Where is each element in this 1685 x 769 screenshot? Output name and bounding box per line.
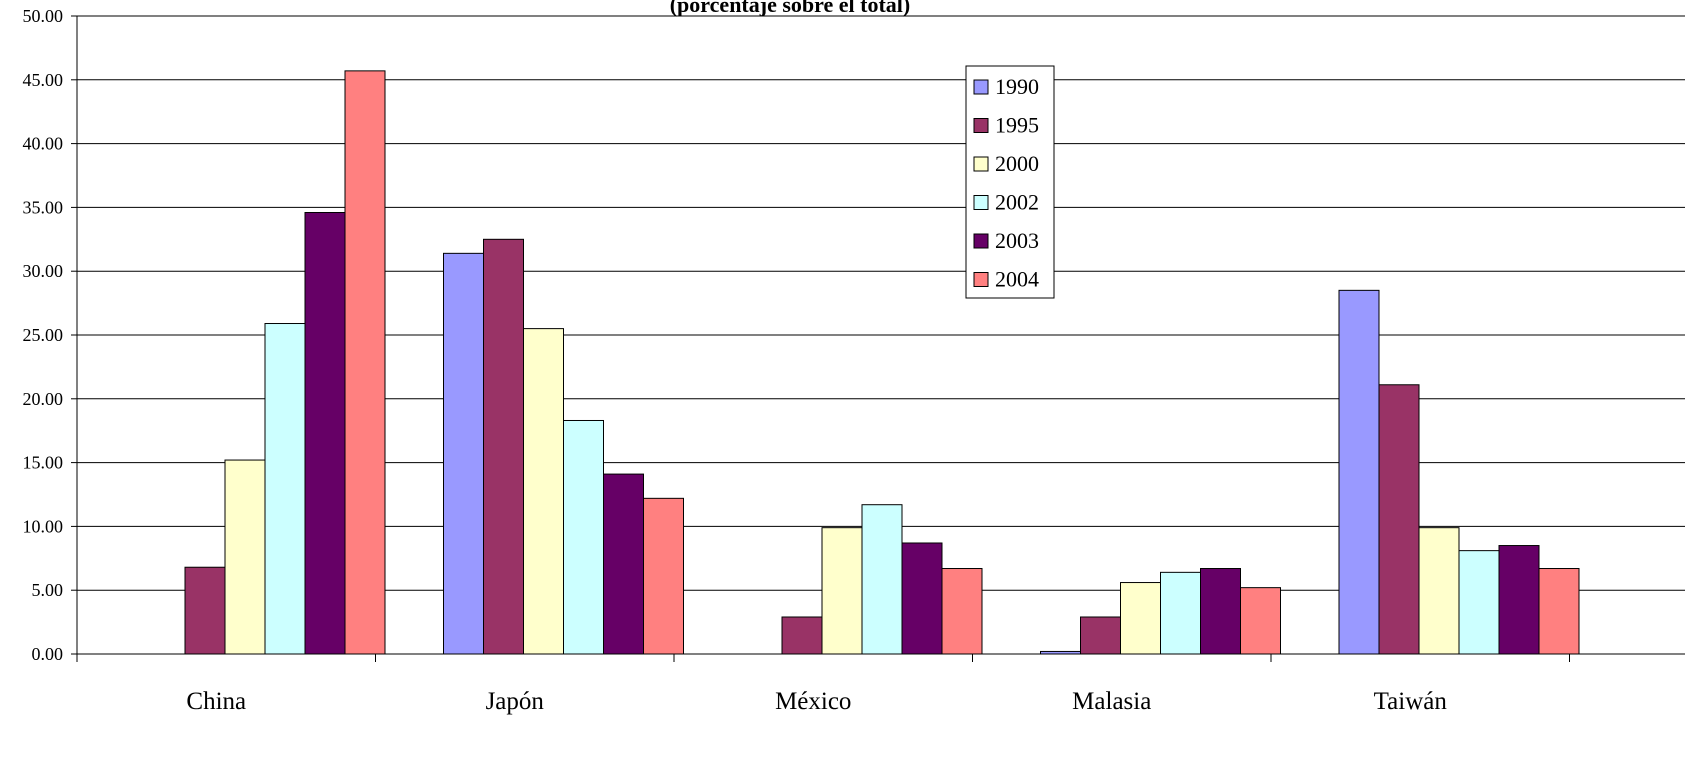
bar-2003-méxico — [901, 542, 943, 655]
y-tick-label: 25.00 — [23, 325, 64, 345]
chart-title: (porcentaje sobre el total) — [670, 0, 911, 17]
bar-2003-taiwán — [1498, 545, 1540, 655]
legend-swatch — [973, 79, 989, 95]
legend-entry: 2000 — [995, 151, 1039, 176]
bar-2000-méxico — [821, 527, 863, 655]
bar-2002-malasia — [1160, 571, 1201, 655]
legend: 1990 1995 2000 2002 2003 2004 — [965, 65, 1055, 299]
y-tick-label: 30.00 — [23, 261, 64, 281]
y-tick-label: 35.00 — [23, 197, 64, 217]
bar-1995-japón — [483, 238, 524, 655]
y-tick-label: 50.00 — [23, 6, 64, 26]
bar-2000-malasia — [1120, 582, 1161, 655]
bars — [184, 70, 1580, 655]
bar-2004-méxico — [941, 568, 983, 655]
bar-2003-malasia — [1200, 568, 1241, 655]
legend-swatch — [973, 195, 989, 210]
bar-2004-taiwán — [1538, 568, 1580, 655]
y-tick-label: 0.00 — [32, 644, 64, 664]
legend-box — [965, 65, 1055, 299]
bar-2002-china — [264, 323, 306, 655]
y-tick-label: 5.00 — [32, 580, 64, 600]
legend-swatch — [973, 156, 989, 172]
legend-swatch — [973, 272, 989, 287]
legend-entry: 2002 — [995, 190, 1039, 215]
x-category-label: México — [775, 688, 851, 715]
x-category-label: Japón — [486, 688, 545, 715]
bar-1995-malasia — [1080, 616, 1121, 655]
bar-1990-japón — [443, 252, 484, 655]
bar-2002-taiwán — [1458, 550, 1500, 655]
bar-2000-japón — [523, 328, 564, 655]
bar-2000-taiwán — [1418, 527, 1460, 655]
x-category-label: Taiwán — [1374, 688, 1448, 715]
bar-2003-china — [304, 212, 346, 655]
bar-2002-japón — [563, 419, 604, 655]
bar-2004-china — [344, 70, 386, 655]
legend-entry: 1990 — [995, 74, 1039, 99]
legend-swatch — [973, 233, 989, 249]
y-tick-label: 40.00 — [23, 134, 64, 154]
bar-2004-malasia — [1240, 587, 1281, 655]
legend-entry: 1995 — [995, 113, 1039, 138]
legend-swatch — [973, 118, 989, 133]
legend-entry: 2004 — [995, 267, 1039, 292]
bar-1990-taiwán — [1338, 289, 1380, 655]
bar-1995-taiwán — [1378, 384, 1420, 655]
x-category-label: China — [186, 688, 246, 715]
y-tick-label: 15.00 — [23, 453, 64, 473]
bar-2004-japón — [643, 497, 684, 655]
bar-1995-china — [184, 566, 226, 655]
bar-2003-japón — [603, 473, 644, 655]
x-category-label: Malasia — [1072, 688, 1151, 715]
x-axis-categories: China Japón México Malasia Taiwán — [186, 688, 1447, 715]
y-tick-label: 45.00 — [23, 70, 64, 90]
bar-2000-china — [224, 459, 266, 655]
legend-entry: 2003 — [995, 228, 1039, 253]
y-tick-label: 10.00 — [23, 516, 64, 536]
bar-2002-méxico — [861, 504, 903, 655]
bar-1995-méxico — [781, 616, 823, 655]
y-tick-label: 20.00 — [23, 389, 64, 409]
y-axis-ticks: 0.00 5.00 10.00 15.00 20.00 25.00 30.00 35.00 40… — [23, 6, 77, 664]
